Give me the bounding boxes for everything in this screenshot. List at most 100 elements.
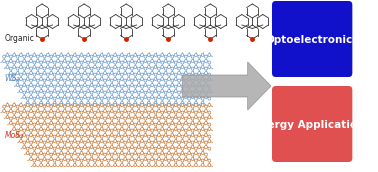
Circle shape — [46, 159, 49, 162]
Circle shape — [110, 117, 113, 120]
Circle shape — [164, 146, 167, 148]
Circle shape — [73, 101, 76, 105]
Circle shape — [130, 72, 133, 74]
Circle shape — [90, 83, 93, 87]
Circle shape — [90, 60, 93, 62]
Circle shape — [178, 83, 180, 87]
Circle shape — [201, 104, 204, 106]
Circle shape — [191, 83, 194, 87]
Circle shape — [50, 129, 53, 132]
Circle shape — [178, 110, 180, 112]
Circle shape — [107, 135, 110, 138]
Circle shape — [141, 123, 144, 126]
Circle shape — [29, 105, 33, 108]
Circle shape — [43, 133, 46, 137]
Circle shape — [33, 101, 36, 105]
Circle shape — [23, 105, 26, 108]
Circle shape — [174, 127, 177, 131]
Circle shape — [117, 60, 120, 62]
Circle shape — [147, 127, 150, 131]
Circle shape — [154, 163, 157, 166]
Circle shape — [53, 66, 56, 68]
Circle shape — [29, 83, 33, 87]
Circle shape — [53, 104, 56, 106]
Circle shape — [26, 111, 29, 114]
Circle shape — [33, 135, 36, 138]
Circle shape — [20, 53, 22, 57]
Circle shape — [33, 152, 36, 154]
Circle shape — [70, 146, 73, 148]
Circle shape — [20, 115, 22, 119]
Circle shape — [46, 66, 49, 68]
Circle shape — [84, 158, 86, 160]
Circle shape — [204, 91, 208, 94]
Circle shape — [151, 158, 153, 160]
Circle shape — [53, 85, 56, 88]
Circle shape — [26, 77, 29, 80]
Circle shape — [167, 61, 170, 64]
Circle shape — [191, 153, 194, 156]
Circle shape — [26, 73, 29, 76]
Circle shape — [9, 72, 12, 74]
Circle shape — [204, 146, 208, 148]
Circle shape — [16, 129, 19, 132]
Circle shape — [191, 158, 194, 160]
Circle shape — [134, 135, 137, 138]
Circle shape — [204, 83, 208, 87]
Circle shape — [167, 152, 170, 154]
Circle shape — [77, 60, 79, 62]
Circle shape — [33, 111, 36, 114]
Circle shape — [63, 146, 66, 148]
Circle shape — [147, 85, 150, 88]
Circle shape — [130, 55, 133, 58]
Circle shape — [141, 115, 144, 119]
Circle shape — [104, 158, 107, 160]
Circle shape — [16, 72, 19, 74]
Circle shape — [77, 129, 79, 132]
Circle shape — [107, 97, 110, 100]
Circle shape — [178, 141, 180, 144]
Circle shape — [73, 135, 76, 138]
Circle shape — [84, 83, 86, 87]
Circle shape — [43, 121, 46, 125]
Circle shape — [151, 129, 153, 132]
Circle shape — [147, 115, 150, 119]
Circle shape — [127, 139, 130, 143]
Circle shape — [84, 72, 86, 74]
Circle shape — [67, 97, 70, 100]
Circle shape — [90, 105, 93, 108]
Circle shape — [201, 97, 204, 100]
Circle shape — [29, 55, 33, 58]
Circle shape — [26, 115, 29, 119]
Circle shape — [29, 146, 33, 148]
Circle shape — [144, 133, 147, 137]
Circle shape — [164, 117, 167, 120]
Circle shape — [158, 129, 160, 132]
Circle shape — [174, 159, 177, 162]
Circle shape — [80, 135, 83, 138]
Circle shape — [137, 91, 140, 94]
Circle shape — [57, 95, 59, 99]
Circle shape — [110, 55, 113, 58]
Circle shape — [97, 129, 100, 132]
Circle shape — [104, 141, 107, 144]
Circle shape — [171, 141, 174, 144]
Circle shape — [84, 95, 86, 99]
Circle shape — [141, 139, 144, 143]
Circle shape — [164, 129, 167, 132]
Circle shape — [100, 163, 103, 166]
Circle shape — [87, 104, 90, 106]
Circle shape — [87, 73, 90, 76]
Circle shape — [50, 141, 53, 144]
Circle shape — [198, 95, 201, 99]
Circle shape — [104, 72, 107, 74]
Circle shape — [124, 60, 127, 62]
Circle shape — [50, 55, 53, 58]
Circle shape — [171, 121, 174, 125]
Circle shape — [57, 67, 59, 70]
Circle shape — [87, 77, 90, 80]
Circle shape — [67, 73, 70, 76]
Circle shape — [87, 101, 90, 105]
Circle shape — [174, 115, 177, 119]
Circle shape — [84, 110, 86, 112]
